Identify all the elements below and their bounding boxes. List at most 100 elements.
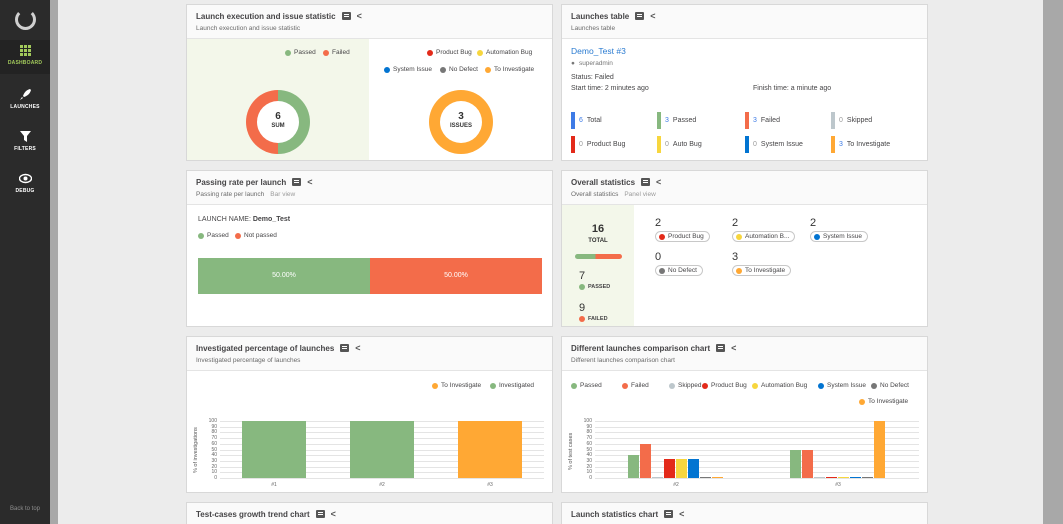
gridline — [595, 449, 919, 451]
stat-auto-bug[interactable]: 0 Auto Bug — [657, 136, 702, 153]
stat-total[interactable]: 6 Total — [571, 112, 602, 129]
bar-no-defect[interactable] — [862, 477, 873, 478]
legend-label: To Investigate — [494, 66, 535, 73]
legend-automation-bug[interactable]: Automation Bug — [477, 49, 532, 56]
bar-automation-bug[interactable] — [676, 459, 687, 478]
bar-product-bug[interactable] — [664, 459, 675, 478]
comment-icon[interactable] — [641, 178, 651, 186]
share-icon[interactable]: < — [307, 177, 313, 187]
bar-to-investigate[interactable] — [458, 421, 522, 478]
legend-system-issue[interactable]: System Issue — [818, 382, 866, 389]
share-icon[interactable]: < — [656, 177, 662, 187]
legend-to-investigate[interactable]: To Investigate — [859, 398, 908, 405]
launch-name-link[interactable]: Demo_Test #3 — [571, 46, 626, 56]
bar-passed[interactable] — [790, 449, 801, 478]
gridline — [220, 478, 544, 479]
defect-dot-icon — [736, 233, 742, 240]
legend-no-defect[interactable]: No Defect — [440, 66, 478, 73]
stat-passed[interactable]: 3 Passed — [657, 112, 696, 129]
legend-no-defect[interactable]: No Defect — [871, 382, 909, 389]
share-icon[interactable]: < — [731, 343, 737, 353]
legend-passed[interactable]: Passed — [198, 232, 229, 239]
bar-failed[interactable] — [802, 449, 813, 478]
bar-investigated[interactable] — [350, 421, 414, 478]
legend-not-passed[interactable]: Not passed — [235, 232, 277, 239]
defect-type-badge[interactable]: Product Bug — [655, 231, 710, 242]
legend-product-bug[interactable]: Product Bug — [427, 49, 472, 56]
launch-name-row: LAUNCH NAME: Demo_Test — [198, 216, 290, 223]
defect-type-badge[interactable]: To Investigate — [732, 265, 792, 276]
share-icon[interactable]: < — [355, 343, 361, 353]
comment-icon[interactable] — [341, 12, 351, 20]
bar-investigated[interactable] — [242, 421, 306, 478]
legend-to-investigate[interactable]: To Investigate — [485, 66, 534, 73]
defect-type-badge[interactable]: System Issue — [810, 231, 869, 242]
comment-icon[interactable] — [315, 510, 325, 518]
x-tick-label: #2 — [673, 482, 679, 488]
comment-icon[interactable] — [635, 12, 645, 20]
execution-donut[interactable]: 6 SUM — [246, 90, 310, 154]
x-tick-label: #3 — [487, 482, 493, 488]
sum-value: 6 — [275, 111, 281, 122]
bar-system-issue[interactable] — [850, 477, 861, 478]
legend-failed[interactable]: Failed — [622, 382, 649, 389]
legend-system-issue[interactable]: System Issue — [384, 66, 432, 73]
comment-icon[interactable] — [340, 344, 350, 352]
bar-system-issue[interactable] — [688, 459, 699, 478]
passed-bar[interactable]: 50.00% — [198, 258, 370, 294]
widget-launches-comparison: Different launches comparison chart < Di… — [561, 336, 928, 493]
defect-type-badge[interactable]: No Defect — [655, 265, 703, 276]
to-investigate-dot-icon — [432, 382, 438, 389]
comment-icon[interactable] — [292, 178, 302, 186]
bar-failed[interactable] — [640, 443, 651, 478]
legend-investigated[interactable]: Investigated — [490, 382, 534, 389]
comment-icon[interactable] — [716, 344, 726, 352]
share-icon[interactable]: < — [679, 509, 685, 519]
stat-product-bug[interactable]: 0 Product Bug — [571, 136, 625, 153]
stat-value: 6 — [579, 117, 583, 124]
bar-to-investigate[interactable] — [874, 421, 885, 478]
not-passed-bar[interactable]: 50.00% — [370, 258, 542, 294]
share-icon[interactable]: < — [650, 11, 656, 21]
defect-type-badge[interactable]: Automation B... — [732, 231, 796, 242]
sidebar-item-debug[interactable]: DEBUG — [0, 168, 50, 202]
widget-header: Investigated percentage of launches < In… — [187, 337, 552, 371]
y-tick-label: 10 — [211, 469, 217, 476]
stat-failed[interactable]: 3 Failed — [745, 112, 780, 129]
legend-failed[interactable]: Failed — [323, 49, 350, 56]
widget-launches-table: Launches table < Launches table Demo_Tes… — [561, 4, 928, 161]
comment-icon[interactable] — [664, 510, 674, 518]
issues-donut[interactable]: 3 ISSUES — [429, 90, 493, 154]
widget-investigated-percentage: Investigated percentage of launches < In… — [186, 336, 553, 493]
no-defect-dot-icon — [440, 66, 446, 73]
legend-product-bug[interactable]: Product Bug — [702, 382, 747, 389]
legend-automation-bug[interactable]: Automation Bug — [752, 382, 807, 389]
bar-skipped[interactable] — [652, 477, 663, 478]
bar-automation-bug[interactable] — [838, 477, 849, 478]
legend-passed[interactable]: Passed — [571, 382, 602, 389]
share-icon[interactable]: < — [356, 11, 362, 21]
stat-system-issue[interactable]: 0 System Issue — [745, 136, 803, 153]
legend-to-investigate[interactable]: To Investigate — [432, 382, 481, 389]
legend-dot-icon — [571, 382, 577, 389]
bar-passed[interactable] — [628, 455, 639, 478]
back-to-top-link[interactable]: Back to top — [9, 506, 41, 512]
stat-skipped[interactable]: 0 Skipped — [831, 112, 872, 129]
widget-title: Launch statistics chart — [571, 509, 659, 519]
legend-label: No Defect — [449, 66, 478, 73]
legend-passed[interactable]: Passed — [285, 49, 316, 56]
sidebar-item-label: DASHBOARD — [7, 60, 43, 66]
legend-skipped[interactable]: Skipped — [669, 382, 702, 389]
app-logo-icon[interactable] — [15, 9, 36, 30]
bar-skipped[interactable] — [814, 477, 825, 478]
right-gutter — [1043, 0, 1063, 524]
stat-to-investigate[interactable]: 3 To Investigate — [831, 136, 890, 153]
bar-no-defect[interactable] — [700, 477, 711, 478]
share-icon[interactable]: < — [330, 509, 336, 519]
sidebar-item-dashboard[interactable]: DASHBOARD — [0, 40, 50, 74]
sidebar-item-filters[interactable]: FILTERS — [0, 126, 50, 160]
bar-to-investigate[interactable] — [712, 477, 723, 478]
x-tick-label: #3 — [835, 482, 841, 488]
sidebar-item-launches[interactable]: LAUNCHES — [0, 84, 50, 118]
bar-product-bug[interactable] — [826, 477, 837, 478]
